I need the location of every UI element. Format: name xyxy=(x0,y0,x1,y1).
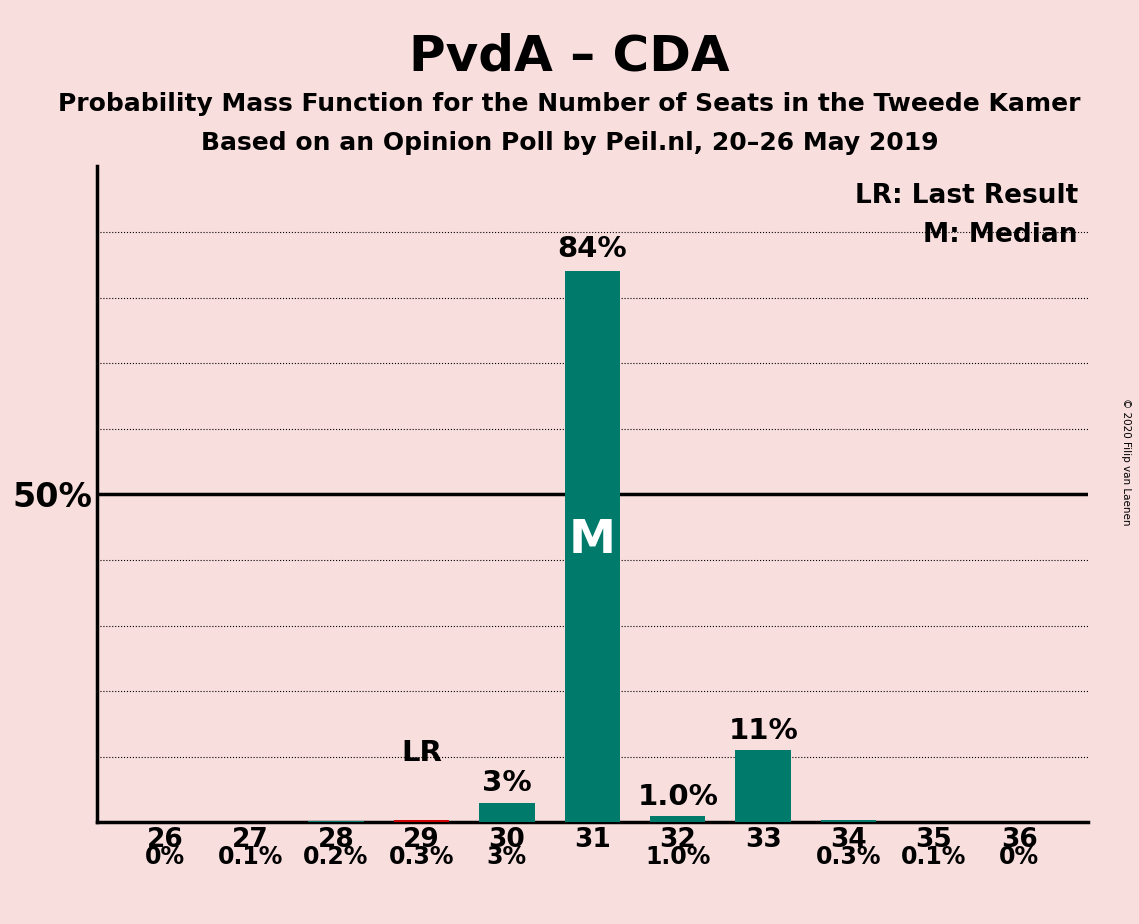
Text: PvdA – CDA: PvdA – CDA xyxy=(409,32,730,80)
Bar xyxy=(394,821,449,822)
Text: 0%: 0% xyxy=(145,845,186,869)
Text: 1.0%: 1.0% xyxy=(637,783,719,810)
Bar xyxy=(565,272,620,822)
Text: LR: Last Result: LR: Last Result xyxy=(854,183,1077,209)
Text: Probability Mass Function for the Number of Seats in the Tweede Kamer: Probability Mass Function for the Number… xyxy=(58,92,1081,116)
Bar xyxy=(480,803,534,822)
Bar xyxy=(650,816,705,822)
Text: © 2020 Filip van Laenen: © 2020 Filip van Laenen xyxy=(1121,398,1131,526)
Bar xyxy=(736,750,790,822)
Bar xyxy=(309,821,363,822)
Text: M: Median: M: Median xyxy=(924,222,1077,248)
Text: 0.1%: 0.1% xyxy=(901,845,967,869)
Text: 1.0%: 1.0% xyxy=(645,845,711,869)
Text: 0.2%: 0.2% xyxy=(303,845,369,869)
Text: 84%: 84% xyxy=(557,236,628,263)
Bar xyxy=(821,821,876,822)
Text: Based on an Opinion Poll by Peil.nl, 20–26 May 2019: Based on an Opinion Poll by Peil.nl, 20–… xyxy=(200,131,939,155)
Text: LR: LR xyxy=(401,738,442,767)
Text: 11%: 11% xyxy=(728,717,798,745)
Text: 0.3%: 0.3% xyxy=(388,845,454,869)
Text: 3%: 3% xyxy=(482,770,532,797)
Text: 0.1%: 0.1% xyxy=(218,845,284,869)
Text: 0.3%: 0.3% xyxy=(816,845,882,869)
Text: 3%: 3% xyxy=(486,845,527,869)
Text: 0%: 0% xyxy=(999,845,1040,869)
Text: M: M xyxy=(568,517,616,563)
